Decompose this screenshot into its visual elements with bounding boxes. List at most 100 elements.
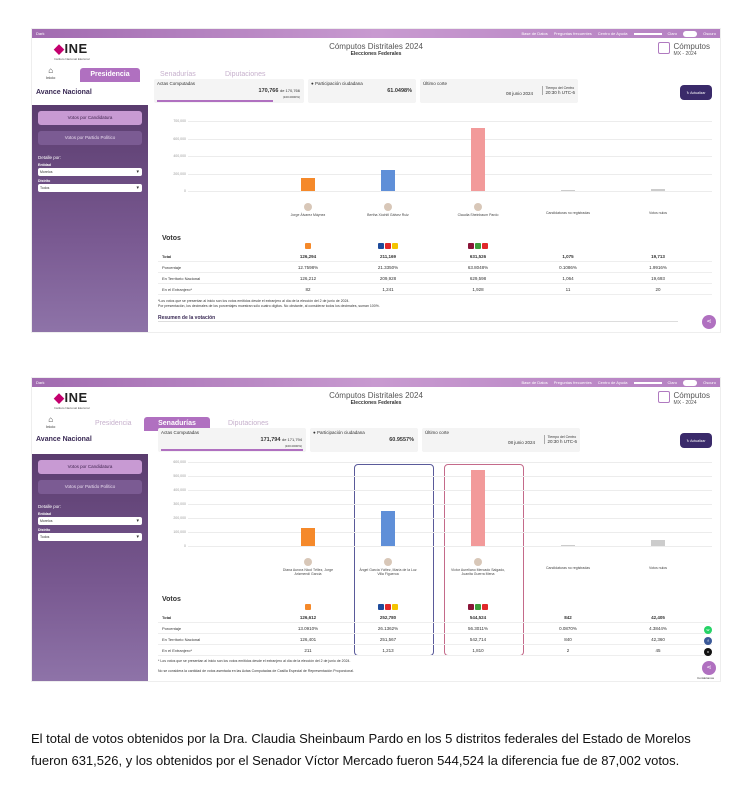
- gridline: [188, 121, 712, 122]
- distrito-label: Distrito: [38, 528, 51, 532]
- tab-senadurias[interactable]: Senadurías: [144, 417, 210, 431]
- table-cell: 126,294: [299, 254, 317, 259]
- link-ayuda[interactable]: Centro de Ayuda: [597, 31, 628, 36]
- entidad-select[interactable]: Morelos: [38, 517, 142, 525]
- votos-partido-button[interactable]: Votos por Partido Político: [38, 131, 142, 145]
- table-cell: 4.3844%: [649, 626, 667, 631]
- font-size-slider[interactable]: [633, 381, 662, 384]
- tab-diputaciones[interactable]: Diputaciones: [228, 420, 269, 427]
- bar-2[interactable]: [381, 169, 395, 191]
- tab-diputaciones[interactable]: Diputaciones: [225, 71, 266, 78]
- votos-candidatura-button[interactable]: Votos por Candidatura: [38, 460, 142, 474]
- table-row: Porcentaje 13.0910% 26.1362% 56.3011% 0.0870…: [158, 623, 712, 634]
- ine-logo[interactable]: ◆INE Instituto Nacional Electoral: [54, 390, 90, 410]
- gridline: [188, 518, 712, 519]
- resumen-heading: Resumen de la votación: [158, 315, 678, 322]
- bar-4[interactable]: [561, 190, 575, 191]
- home-button[interactable]: ⌂ Inicio: [46, 415, 56, 429]
- bar-4[interactable]: [561, 545, 575, 546]
- candidate-avatar: [384, 203, 392, 211]
- table-cell: 544,524: [469, 615, 487, 620]
- bar-3[interactable]: [471, 127, 485, 191]
- y-tick-label: 600,000: [173, 136, 186, 141]
- votos-partido-button[interactable]: Votos por Partido Político: [38, 480, 142, 494]
- bar-5[interactable]: [651, 189, 665, 191]
- table-cell: 19,713: [651, 254, 665, 259]
- bar-3[interactable]: [471, 469, 485, 546]
- whatsapp-icon[interactable]: w: [704, 626, 712, 634]
- distrito-select[interactable]: Todos: [38, 533, 142, 541]
- table-cell: 12.7598%: [297, 265, 319, 270]
- top-strip: Dark Base de Datos Preguntas frecuentes …: [32, 29, 720, 38]
- table-cell: 629,598: [469, 276, 487, 281]
- share-button[interactable]: ⋖: [702, 661, 716, 675]
- mode-label[interactable]: Dark: [36, 31, 45, 36]
- gridline: [188, 156, 712, 157]
- table-cell: 19,693: [651, 276, 665, 281]
- table-cell: 1,810: [472, 648, 484, 653]
- bar-chart: 600,000 500,000 400,000 300,000 200,000 100,0…: [158, 460, 712, 548]
- tab-presidencia[interactable]: Presidencia: [95, 420, 132, 427]
- party-logo-icon: [377, 243, 384, 249]
- gridline: [188, 490, 712, 491]
- votos-candidatura-button[interactable]: Votos por Candidatura: [38, 111, 142, 125]
- detalle-label: Detalle por:: [38, 504, 62, 509]
- y-tick-label: 600,000: [173, 460, 186, 464]
- ine-logo[interactable]: ◆INE Instituto Nacional Electoral: [54, 41, 90, 61]
- row-label: En el Extranjero*: [162, 287, 193, 292]
- table-cell: 42,360: [651, 637, 665, 642]
- party-logo-icon: [384, 243, 391, 249]
- home-button[interactable]: ⌂ Inicio: [46, 66, 56, 80]
- share-button[interactable]: ⋖: [702, 315, 716, 329]
- header: ◆INE Instituto Nacional Electoral Cómputo…: [32, 38, 720, 66]
- tab-presidencia[interactable]: Presidencia: [80, 68, 140, 82]
- candidate-label: Claudia Sheinbaum Pardo: [448, 203, 508, 217]
- table-cell: 0.0870%: [559, 626, 577, 631]
- bar-2[interactable]: [381, 510, 395, 546]
- link-preguntas[interactable]: Preguntas frecuentes: [553, 380, 592, 385]
- bar-5[interactable]: [651, 540, 665, 546]
- y-tick-label: 400,000: [173, 488, 186, 492]
- font-size-slider[interactable]: [633, 32, 662, 35]
- link-base-datos[interactable]: Base de Datos: [521, 31, 548, 36]
- distrito-select[interactable]: Todos: [38, 184, 142, 192]
- entidad-select[interactable]: Morelos: [38, 168, 142, 176]
- share-icon: ⋖: [706, 319, 712, 325]
- party-logo-group: [377, 243, 398, 249]
- table-cell: 21.3350%: [377, 265, 399, 270]
- gridline: [188, 532, 712, 533]
- table-cell: 251,567: [379, 637, 397, 642]
- actualizar-button[interactable]: ↻ Actualizar: [680, 433, 712, 448]
- link-ayuda[interactable]: Centro de Ayuda: [597, 380, 628, 385]
- actualizar-button[interactable]: ↻ Actualizar: [680, 85, 712, 100]
- table-cell: 0.1086%: [559, 265, 577, 270]
- avance-nacional: Avance Nacional: [36, 436, 92, 443]
- refresh-icon: ↻: [686, 91, 690, 95]
- corte-card: Último corte 08 junio 2024 Tiempo del Ce…: [420, 79, 578, 103]
- link-preguntas[interactable]: Preguntas frecuentes: [553, 31, 592, 36]
- nav-row: ⌂ Inicio Presidencia Senadurías Diputacio…: [32, 415, 720, 433]
- link-base-datos[interactable]: Base de Datos: [521, 380, 548, 385]
- table-cell: 542,714: [469, 637, 487, 642]
- candidate-label: Diana Aurora Nicol Téllez, Jorge Arizmen…: [278, 558, 338, 576]
- party-logo-group: [304, 243, 311, 249]
- theme-toggle[interactable]: [683, 30, 698, 37]
- bar-1[interactable]: [301, 178, 315, 191]
- party-logos-row: [158, 243, 712, 251]
- bar-1[interactable]: [301, 528, 315, 546]
- bar-chart: 700,000 600,000 400,000 200,000 0: [158, 119, 712, 193]
- y-tick-label: 400,000: [173, 154, 186, 158]
- detalle-label: Detalle por:: [38, 155, 62, 160]
- table-cell: 840: [564, 637, 572, 642]
- y-tick-label: 700,000: [173, 119, 186, 123]
- tab-senadurias[interactable]: Senadurías: [160, 71, 196, 78]
- party-logo-icon: [391, 604, 398, 610]
- mode-label[interactable]: Dark: [36, 380, 45, 385]
- theme-toggle[interactable]: [683, 379, 698, 386]
- facebook-icon[interactable]: f: [704, 637, 712, 645]
- table-row: Total 126,294 211,169 631,526 1,075 19,713: [158, 251, 712, 262]
- row-label: En el Extranjero*: [162, 648, 193, 653]
- x-icon[interactable]: x: [704, 648, 712, 656]
- gridline: [188, 173, 712, 175]
- row-label: En Territorio Nacional: [162, 276, 201, 281]
